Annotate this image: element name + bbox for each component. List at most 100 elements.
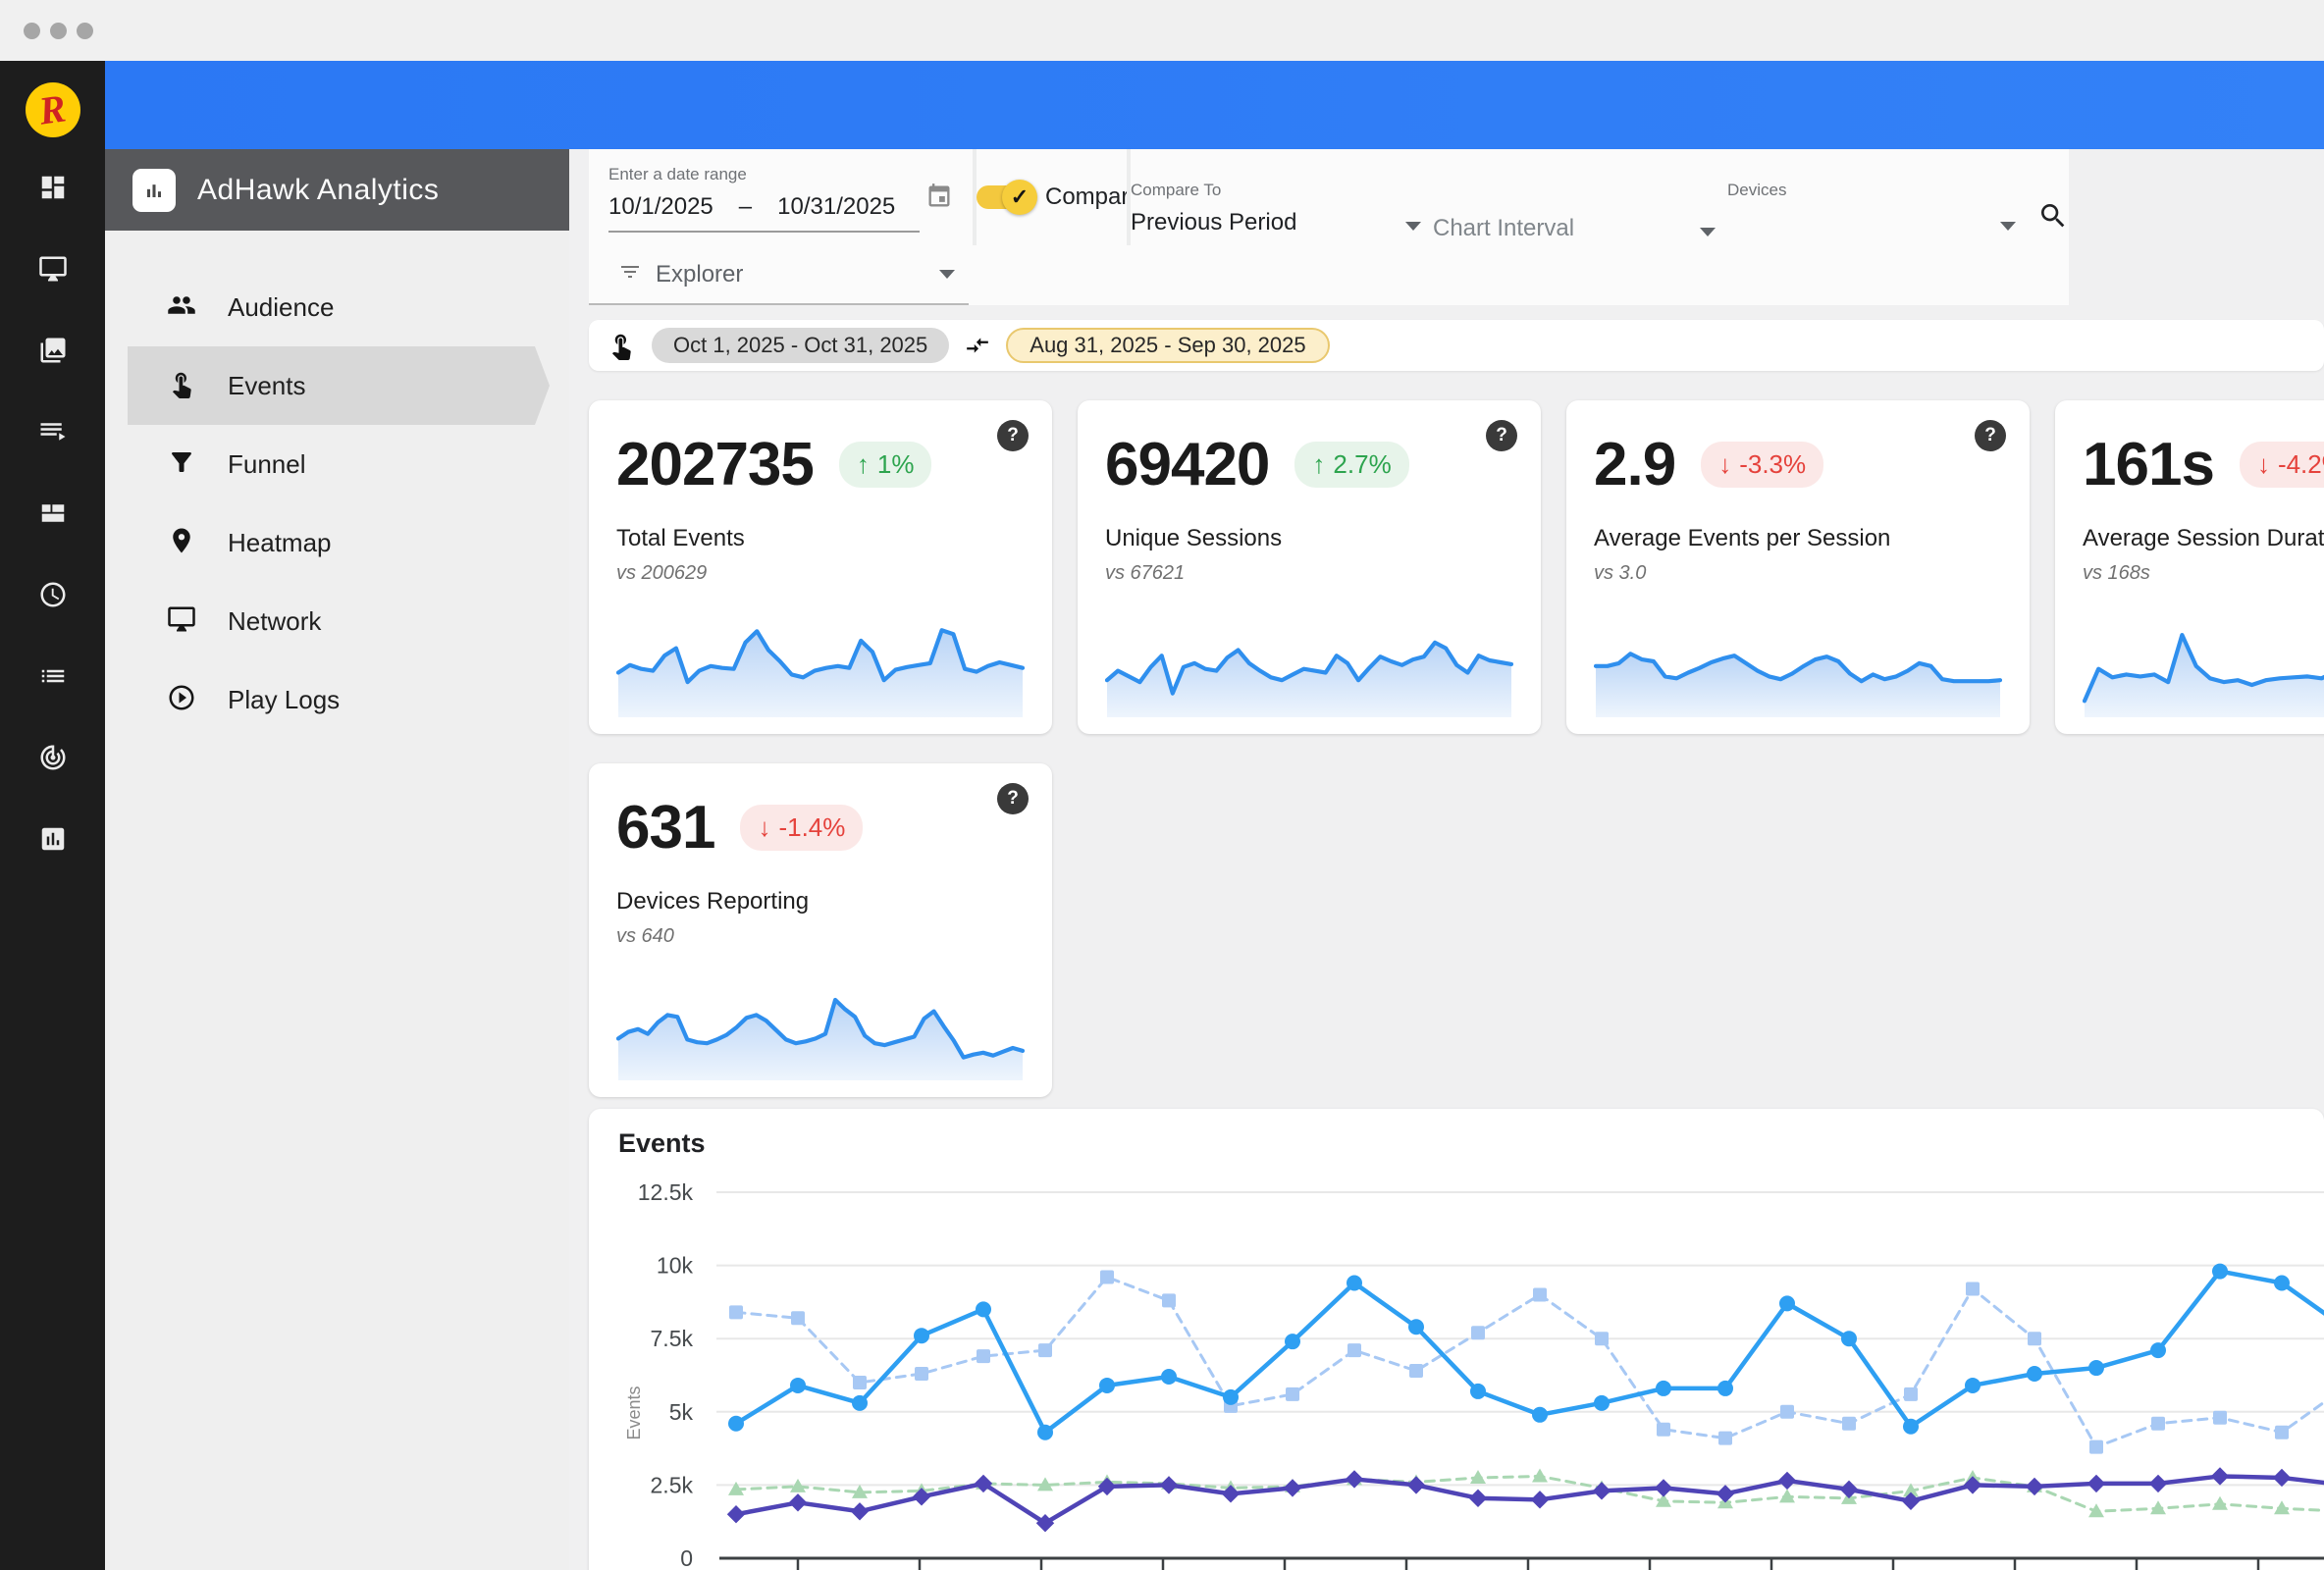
delta-badge: ↓ -1.4%	[740, 805, 864, 851]
chevron-down-icon	[939, 270, 955, 279]
metric-comparison: vs 200629	[616, 562, 708, 584]
chart-title: Events	[618, 1128, 706, 1158]
compare-toggle[interactable]: ✓	[977, 180, 1037, 215]
nav-rail: R	[0, 61, 105, 1570]
bar-chart-icon	[132, 168, 176, 212]
metric-title: Average Events per Session	[1594, 525, 1891, 551]
photo-library-icon[interactable]	[38, 336, 68, 370]
metric-cards-row-2: ? 631 ↓ -1.4% Devices Reporting vs 640	[589, 763, 1052, 1097]
sidebar-item-funnel[interactable]: Funnel	[105, 425, 569, 503]
sidebar-item-label: Funnel	[228, 448, 306, 479]
compare-to-select[interactable]: Compare To Previous Period	[1131, 165, 1421, 248]
arrow-icon: ↑	[856, 449, 870, 479]
metric-card-avg-session-duration: ? 161s ↓-4.2% Average Session Duration v…	[2055, 400, 2324, 734]
sidebar-item-label: Events	[228, 370, 306, 400]
previous-period-chip[interactable]: Aug 31, 2025 - Sep 30, 2025	[1006, 328, 1330, 363]
compare-to-label: Compare To	[1131, 181, 1222, 199]
layout-icon[interactable]	[38, 498, 68, 533]
track-changes-icon[interactable]	[38, 743, 68, 777]
metric-comparison: vs 640	[616, 925, 674, 947]
window-titlebar	[0, 0, 2324, 61]
metric-title: Total Events	[616, 525, 745, 551]
pin-icon	[167, 526, 196, 560]
sparkline-chart	[2083, 604, 2324, 720]
delta-badge: ↓ -3.3%	[1701, 442, 1824, 488]
metric-comparison: vs 67621	[1105, 562, 1186, 584]
metric-value: 2.9	[1594, 431, 1676, 498]
date-range-field[interactable]: Enter a date range 10/1/2025 – 10/31/202…	[589, 149, 973, 245]
toolbar-fields: Compare To Previous Period Chart Interva…	[1131, 149, 2069, 256]
sidebar-item-label: Heatmap	[228, 527, 332, 557]
explorer-label: Explorer	[656, 260, 744, 288]
page-title: AdHawk Analytics	[197, 173, 440, 206]
chart-interval-select[interactable]: Chart Interval	[1433, 165, 1716, 256]
clock-icon[interactable]	[38, 580, 68, 614]
app-logo[interactable]: R	[25, 82, 80, 137]
calendar-icon[interactable]	[925, 183, 953, 215]
sidebar-item-audience[interactable]: Audience	[105, 268, 569, 346]
window-button[interactable]	[77, 22, 93, 39]
main-content: Enter a date range 10/1/2025 – 10/31/202…	[569, 149, 2324, 1570]
sidebar-item-play-logs[interactable]: Play Logs	[105, 660, 569, 739]
chart-interval-placeholder: Chart Interval	[1433, 215, 1575, 241]
sidebar-item-heatmap[interactable]: Heatmap	[105, 503, 569, 582]
explorer-select[interactable]: Explorer	[589, 245, 969, 305]
touch-icon	[167, 369, 196, 403]
delta-badge: ↑ 1%	[838, 442, 932, 488]
bar-chart-icon[interactable]	[38, 824, 68, 859]
sparkline-chart	[1594, 604, 2002, 720]
metric-comparison: vs 168s	[2083, 562, 2150, 584]
filter-list-icon	[618, 260, 642, 288]
devices-label: Devices	[1727, 181, 1787, 199]
help-icon[interactable]: ?	[997, 783, 1029, 814]
sidebar-item-events[interactable]: Events	[128, 346, 550, 425]
desktop-icon[interactable]	[38, 254, 68, 288]
svg-text:7.5k: 7.5k	[651, 1326, 694, 1351]
window-button[interactable]	[24, 22, 40, 39]
svg-text:2.5k: 2.5k	[651, 1472, 694, 1497]
sidebar-item-network[interactable]: Network	[105, 582, 569, 660]
compare-arrows-icon	[967, 338, 989, 353]
metric-value: 69420	[1105, 431, 1270, 498]
search-icon[interactable]	[2037, 200, 2069, 236]
metric-card-unique-sessions: ? 69420 ↑ 2.7% Unique Sessions vs 67621	[1078, 400, 1541, 734]
date-range-start[interactable]: 10/1/2025	[608, 193, 713, 220]
arrow-icon: ↓	[1718, 449, 1732, 479]
metric-cards-row: ? 202735 ↑ 1% Total Events vs 200629 ? 69…	[589, 400, 2324, 734]
compare-label: Compare	[1045, 183, 1142, 210]
current-period-chip[interactable]: Oct 1, 2025 - Oct 31, 2025	[652, 328, 950, 363]
arrow-icon: ↑	[1312, 449, 1326, 479]
svg-text:0: 0	[680, 1545, 693, 1570]
sidebar-item-label: Play Logs	[228, 684, 341, 714]
help-icon[interactable]: ?	[1975, 420, 2006, 451]
date-range-end[interactable]: 10/31/2025	[777, 193, 896, 220]
delta-badge: ↓-4.2%	[2239, 442, 2324, 488]
events-chart-panel: 0 2.5k 5k 7.5k 10k 12.5k Events Events	[589, 1109, 2324, 1570]
list-icon[interactable]	[38, 661, 68, 696]
metric-card-total-events: ? 202735 ↑ 1% Total Events vs 200629	[589, 400, 1052, 734]
window-button[interactable]	[50, 22, 67, 39]
delta-badge: ↑ 2.7%	[1294, 442, 1409, 488]
touch-icon	[611, 334, 631, 360]
devices-select[interactable]: Devices	[1727, 165, 2069, 248]
help-icon[interactable]: ?	[1486, 420, 1517, 451]
metric-comparison: vs 3.0	[1594, 562, 1647, 584]
chevron-down-icon	[1405, 222, 1421, 231]
play-circle-icon	[167, 683, 196, 717]
dashboard-icon[interactable]	[38, 173, 68, 207]
playlist-play-icon[interactable]	[38, 417, 68, 451]
funnel-icon	[167, 447, 196, 482]
sidebar-nav: Audience Events Funnel Heatmap	[105, 268, 569, 739]
sidebar-item-label: Network	[228, 605, 322, 636]
comparison-bar: Oct 1, 2025 - Oct 31, 2025 Aug 31, 2025 …	[589, 320, 2324, 371]
compare-section: ✓ Compare	[977, 149, 1142, 245]
arrow-icon: ↓	[758, 812, 771, 842]
help-icon[interactable]: ?	[997, 420, 1029, 451]
sparkline-chart	[616, 604, 1025, 720]
arrow-icon: ↓	[2256, 449, 2270, 479]
sidebar: AdHawk Analytics Audience Events Funnel	[105, 149, 569, 1570]
compare-to-value: Previous Period	[1131, 209, 1297, 236]
toolbar: Enter a date range 10/1/2025 – 10/31/202…	[589, 149, 2069, 256]
metric-title: Unique Sessions	[1105, 525, 1283, 551]
date-range-dash: –	[738, 193, 753, 220]
